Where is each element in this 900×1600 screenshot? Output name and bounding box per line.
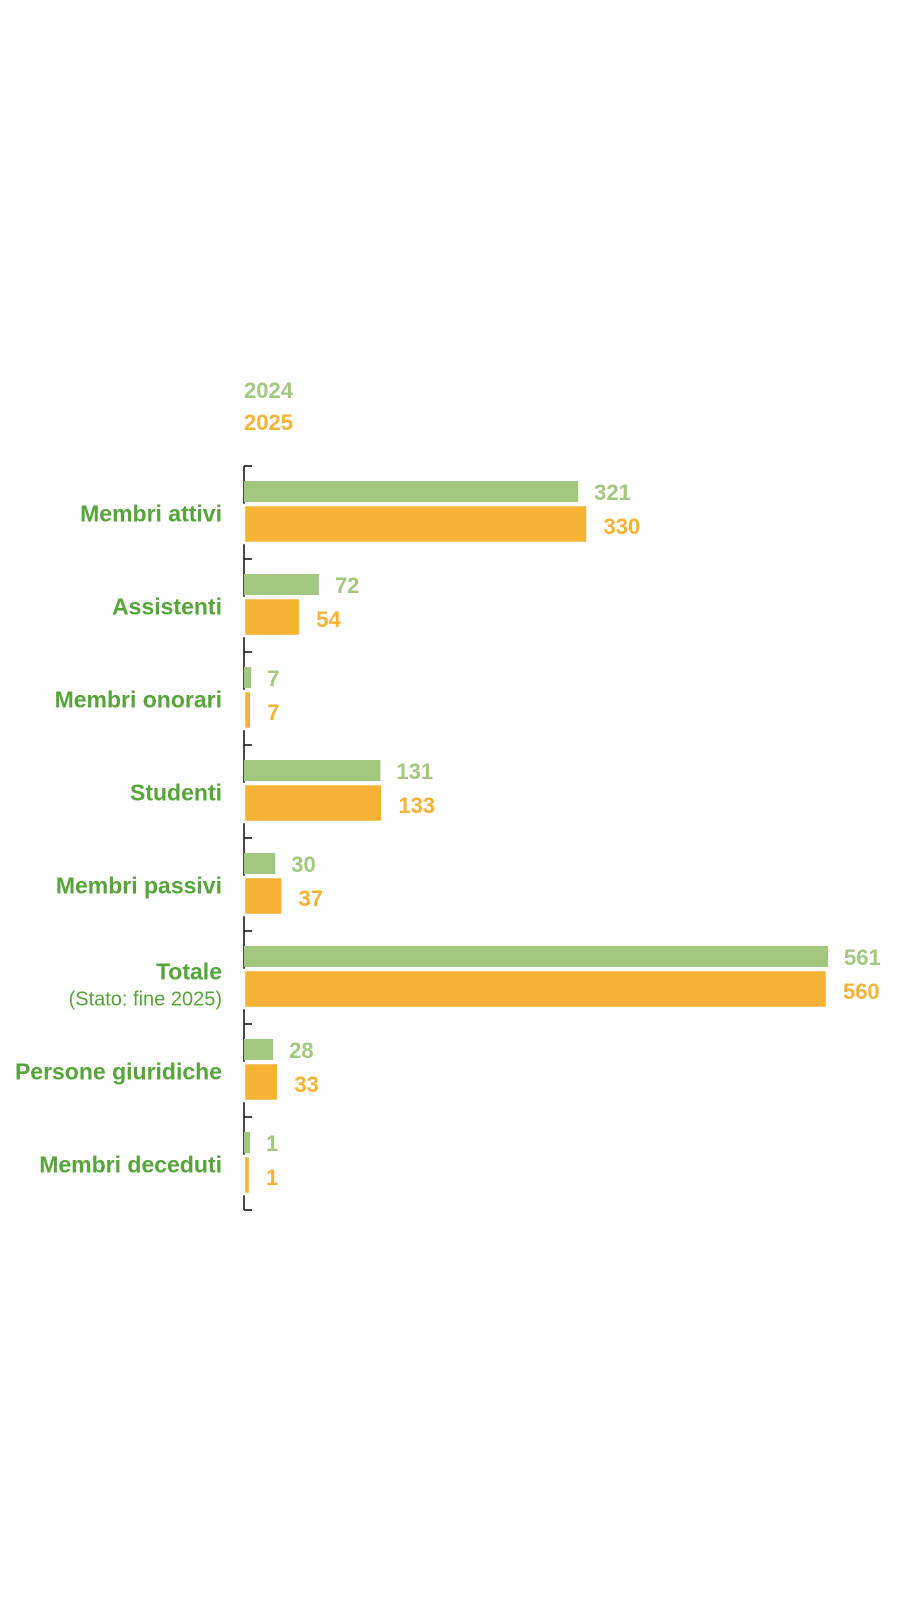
bar-2025	[242, 596, 302, 638]
bar-2024	[244, 946, 828, 967]
value-label-2025: 37	[299, 886, 323, 911]
category-label: Assistenti	[112, 594, 222, 620]
bar-2025	[242, 782, 384, 824]
category-group: 30 37 Membri passivi	[56, 852, 323, 917]
bar-2025	[242, 1154, 252, 1196]
value-label-2025: 54	[316, 607, 341, 632]
bar-2025	[242, 1061, 280, 1103]
category-group: 72 54 Assistenti	[112, 573, 359, 638]
category-note: (Stato: fine 2025)	[69, 989, 222, 1011]
bar-2024	[244, 1039, 274, 1060]
category-label: Totale	[156, 959, 222, 985]
value-label-2025: 330	[604, 514, 641, 539]
bar-2024	[244, 760, 381, 781]
category-group: 321 330 Membri attivi	[80, 480, 641, 545]
category-label: Persone giuridiche	[15, 1059, 222, 1085]
value-label-2025: 1	[266, 1165, 278, 1190]
bar-2025	[242, 689, 253, 731]
bar-2024	[244, 853, 276, 874]
bar-2024	[244, 574, 319, 595]
category-label: Membri attivi	[80, 501, 222, 527]
category-group: 131 133 Studenti	[130, 759, 435, 824]
bar-2024	[244, 667, 252, 688]
value-label-2025: 33	[294, 1072, 318, 1097]
bar-groups: 321 330 Membri attivi 72 54 Assistenti 7 7 Membr…	[15, 480, 881, 1196]
category-group: 7 7 Membri onorari	[55, 666, 280, 731]
legend-label-2024: 2024	[244, 378, 294, 403]
value-label-2024: 28	[289, 1038, 313, 1063]
bar-2025	[242, 875, 284, 917]
value-label-2024: 7	[267, 666, 279, 691]
category-group: 561 560 Totale (Stato: fine 2025)	[69, 945, 881, 1011]
value-label-2024: 131	[396, 759, 433, 784]
category-group: 1 1 Membri deceduti	[39, 1131, 278, 1196]
bar-2025	[242, 503, 589, 545]
legend-label-2025: 2025	[244, 410, 293, 435]
bar-2025	[242, 968, 829, 1010]
value-label-2024: 321	[594, 480, 631, 505]
bar-2024	[244, 1132, 250, 1153]
category-label: Membri deceduti	[39, 1152, 222, 1178]
value-label-2024: 1	[266, 1131, 278, 1156]
category-group: 28 33 Persone giuridiche	[15, 1038, 319, 1103]
legend: 2024 2025	[244, 378, 294, 435]
value-label-2025: 133	[398, 793, 435, 818]
bar-2024	[244, 481, 579, 502]
category-label: Studenti	[130, 780, 222, 806]
value-label-2025: 560	[843, 979, 880, 1004]
value-label-2024: 72	[335, 573, 359, 598]
category-label: Membri passivi	[56, 873, 222, 899]
value-label-2025: 7	[267, 700, 279, 725]
value-label-2024: 30	[291, 852, 315, 877]
category-label: Membri onorari	[55, 687, 222, 713]
value-label-2024: 561	[844, 945, 881, 970]
